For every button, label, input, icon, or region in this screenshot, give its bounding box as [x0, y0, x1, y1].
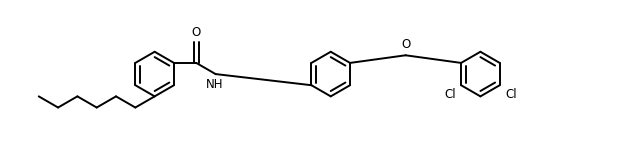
Text: NH: NH — [205, 78, 223, 91]
Text: Cl: Cl — [444, 88, 456, 101]
Text: O: O — [191, 26, 201, 39]
Text: Cl: Cl — [505, 88, 517, 101]
Text: O: O — [401, 38, 410, 51]
